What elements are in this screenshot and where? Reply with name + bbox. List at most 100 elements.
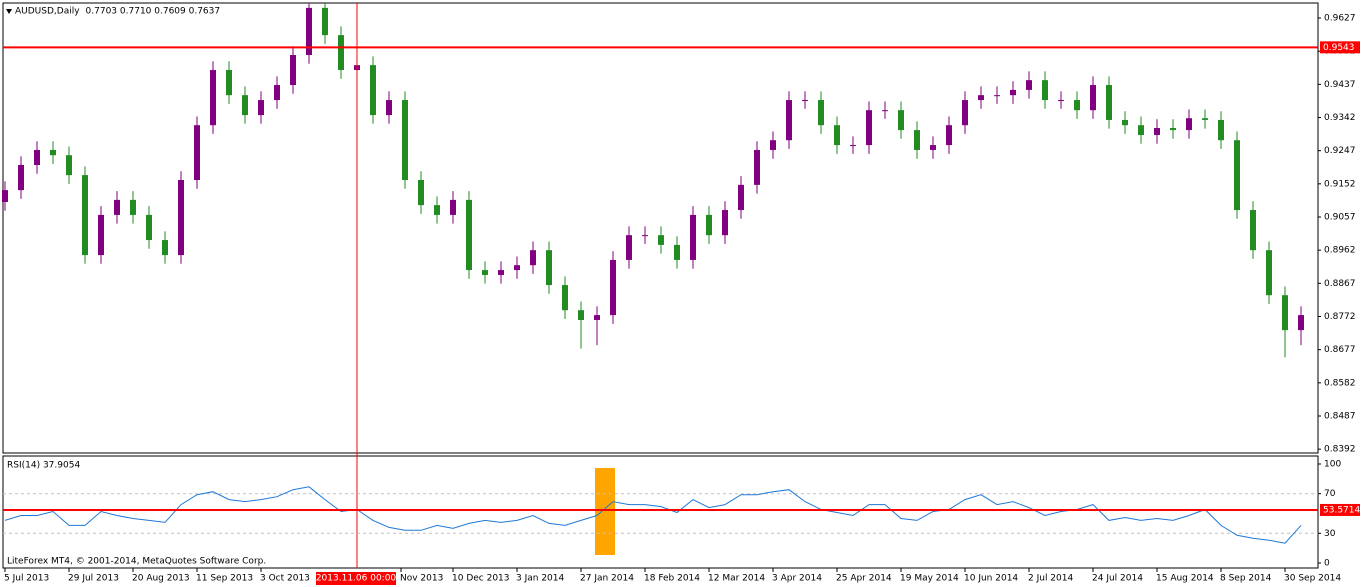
candle-body: [594, 315, 600, 320]
candle-body: [530, 250, 536, 266]
candle-body: [66, 155, 72, 176]
y-tick-label: 30: [1324, 529, 1336, 539]
candle-body: [1138, 125, 1144, 135]
y-tick-label: 0.9627: [1324, 14, 1356, 24]
candle-body: [914, 130, 920, 150]
candle-body: [1122, 119, 1128, 126]
x-tick-label: Nov 2013: [400, 574, 443, 584]
candle-body: [1058, 100, 1064, 102]
candle-body: [434, 205, 440, 215]
y-tick-label: 0.8772: [1324, 312, 1356, 322]
candle-body: [1090, 85, 1096, 111]
candle-body: [930, 145, 936, 150]
copyright: LiteForex MT4, © 2001-2014, MetaQuotes S…: [7, 557, 266, 567]
candle-body: [578, 310, 584, 320]
candle-body: [754, 149, 760, 185]
chart-title: AUDUSD,Daily: [15, 7, 80, 17]
x-tick-label: 24 Jul 2014: [1092, 574, 1143, 584]
x-tick-label: 12 Mar 2014: [708, 574, 765, 584]
candle-body: [210, 70, 216, 126]
price-panel: [2, 2, 1319, 454]
x-tick-label: 29 Jul 2013: [68, 574, 119, 584]
x-tick-label: 11 Sep 2013: [196, 574, 253, 584]
candle-body: [994, 95, 1000, 97]
candle-body: [1234, 140, 1240, 211]
hline-label-bg: [1320, 41, 1360, 54]
candle-body: [114, 199, 120, 215]
y-tick-label: 0.8677: [1324, 345, 1356, 355]
candle-body: [498, 270, 504, 275]
candle-body: [322, 7, 328, 36]
y-tick-label: 70: [1324, 489, 1336, 499]
candle-body: [162, 240, 168, 256]
candle-body: [770, 140, 776, 150]
rsi-title: RSI(14) 37.9054: [7, 461, 80, 471]
x-tick-label: 18 Feb 2014: [644, 574, 700, 584]
x-tick-label: 10 Dec 2013: [452, 574, 510, 584]
candle-body: [1074, 100, 1080, 111]
candle-body: [370, 65, 376, 116]
candle-body: [610, 259, 616, 316]
candle-body: [562, 285, 568, 311]
candle-body: [1106, 85, 1112, 120]
candle-body: [690, 214, 696, 260]
candle-body: [338, 35, 344, 71]
candle-body: [194, 125, 200, 180]
candle-body: [978, 95, 984, 101]
y-tick-label: 0: [1324, 559, 1330, 569]
candle-body: [242, 95, 248, 116]
y-tick-label: 0.9247: [1324, 146, 1356, 156]
rsi-line: [4, 486, 1302, 544]
menu-arrow: [6, 9, 12, 14]
candle-body: [146, 214, 152, 241]
y-tick-label: 0.8962: [1324, 246, 1356, 256]
candle-body: [1282, 295, 1288, 331]
candle-body: [178, 179, 184, 256]
x-tick-label: 30 Sep 2014: [1284, 574, 1341, 584]
candle-body: [1170, 127, 1176, 131]
candle-body: [274, 85, 280, 101]
y-tick-label: 0.8582: [1324, 378, 1356, 388]
candle-body: [1154, 127, 1160, 135]
rsi-panel: [2, 455, 1319, 569]
x-tick-label: 19 May 2014: [900, 574, 959, 584]
candle-body: [642, 235, 648, 237]
candle-body: [18, 164, 24, 191]
candle-body: [450, 199, 456, 215]
x-tick-label: 2 Jul 2014: [1028, 574, 1073, 584]
candle-body: [882, 110, 888, 112]
candle-body: [802, 100, 808, 102]
candle-body: [818, 100, 824, 126]
x-tick-label: 5 Jul 2013: [4, 574, 49, 584]
candle-body: [866, 110, 872, 146]
hline-label-bg: [1320, 503, 1360, 516]
candle-body: [946, 125, 952, 146]
candle-body: [738, 184, 744, 211]
x-tick-label: 27 Jan 2014: [580, 574, 634, 584]
candle-body: [674, 244, 680, 260]
candle-body: [130, 199, 136, 215]
candle-body: [514, 265, 520, 271]
candle-body: [1218, 119, 1224, 141]
x-tick-label: 3 Apr 2014: [772, 574, 822, 584]
candle-body: [98, 214, 104, 256]
candle-body: [402, 100, 408, 180]
y-tick-label: 100: [1324, 460, 1341, 470]
candle-body: [546, 250, 552, 286]
candle-body: [1186, 118, 1192, 131]
candle-body: [1250, 210, 1256, 251]
y-tick-label: 0.9437: [1324, 80, 1356, 90]
candle-body: [1298, 315, 1304, 331]
crosshair-label: 2013.11.06 00:00: [316, 574, 397, 584]
candle-body: [706, 214, 712, 236]
x-tick-label: 3 Oct 2013: [260, 574, 310, 584]
candle-body: [1266, 250, 1272, 296]
highlight: [595, 468, 615, 555]
x-tick-label: 25 Apr 2014: [836, 574, 892, 584]
candle-body: [786, 100, 792, 141]
candle-body: [482, 270, 488, 275]
ohlc-text: 0.7703 0.7710 0.7609 0.7637: [86, 7, 221, 17]
x-tick-label: 3 Jan 2014: [516, 574, 564, 584]
candle-body: [1026, 80, 1032, 90]
